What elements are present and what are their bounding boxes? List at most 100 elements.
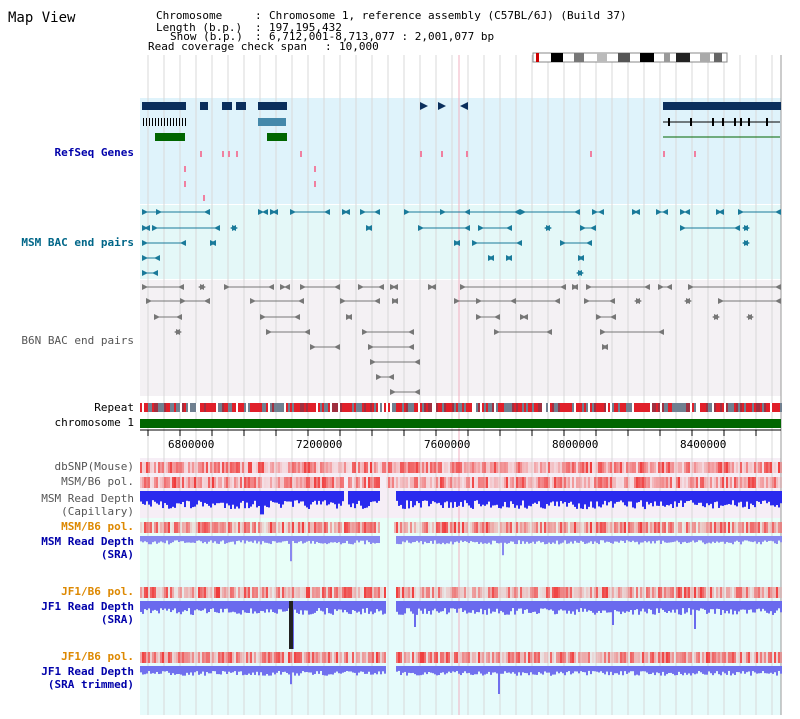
repeat-segment: [184, 403, 186, 412]
depth-bar: [278, 601, 280, 610]
depth-bar: [498, 666, 500, 694]
track-label-repeat[interactable]: Repeat: [94, 401, 134, 414]
depth-bar: [438, 491, 440, 503]
depth-bar: [154, 601, 156, 610]
track-label-jf1-depth-sra-1[interactable]: JF1 Read Depth: [41, 600, 134, 613]
depth-bar: [328, 491, 330, 505]
track-label-b6n-bac[interactable]: B6N BAC end pairs: [21, 334, 134, 347]
heat-cell: [768, 477, 770, 488]
depth-bar: [242, 536, 244, 541]
repeat-segment: [736, 403, 738, 412]
heat-cell: [416, 522, 418, 533]
heat-cell: [238, 652, 240, 663]
msm-bac-pair-end: [142, 240, 148, 246]
track-label-jf1-depth-trim-1[interactable]: JF1 Read Depth: [41, 665, 134, 678]
track-label-msm-b6-pol-2[interactable]: MSM/B6 pol.: [61, 520, 134, 533]
heat-cell: [772, 477, 774, 488]
heat-cell: [596, 477, 598, 488]
track-label-dbsnp[interactable]: dbSNP(Mouse): [54, 460, 134, 473]
depth-bar: [726, 601, 728, 611]
heat-cell: [256, 462, 258, 473]
depth-bar: [778, 601, 780, 609]
repeat-segment: [694, 403, 696, 412]
heat-cell: [346, 462, 348, 473]
track-label-jf1-b6-pol-2[interactable]: JF1/B6 pol.: [61, 650, 134, 663]
track-label-msm-bac[interactable]: MSM BAC end pairs: [21, 236, 134, 249]
heat-cell: [312, 477, 314, 488]
depth-bar: [320, 491, 322, 505]
repeat-segment: [400, 403, 402, 412]
heat-cell: [190, 462, 192, 473]
heat-cell: [404, 522, 406, 533]
heat-cell: [342, 462, 344, 473]
heat-cell: [758, 652, 760, 663]
heat-cell: [344, 462, 346, 473]
depth-bar: [202, 666, 204, 672]
repeat-segment: [236, 403, 238, 412]
depth-bar: [184, 666, 186, 676]
track-label-msm-b6-pol-1[interactable]: MSM/B6 pol.: [61, 475, 134, 488]
heat-cell: [442, 522, 444, 533]
heat-cell: [164, 462, 166, 473]
heat-cell: [204, 652, 206, 663]
depth-bar: [654, 491, 656, 502]
depth-bar: [356, 601, 358, 613]
depth-bar: [206, 536, 208, 544]
depth-bar: [772, 491, 774, 506]
depth-bar: [344, 536, 346, 544]
heat-cell: [594, 462, 596, 473]
depth-bar: [570, 666, 572, 675]
track-label-msm-depth-cap-1[interactable]: MSM Read Depth: [41, 492, 134, 505]
repeat-segment: [438, 403, 440, 412]
depth-bar: [574, 491, 576, 507]
repeat-segment: [426, 403, 428, 412]
heat-cell: [760, 652, 762, 663]
track-label-refseq[interactable]: RefSeq Genes: [54, 146, 134, 159]
depth-bar: [486, 491, 488, 505]
track-label-jf1-b6-pol-1[interactable]: JF1/B6 pol.: [61, 585, 134, 598]
repeat-segment: [610, 403, 612, 412]
depth-bar: [204, 601, 206, 609]
heat-cell: [470, 477, 472, 488]
heat-cell: [440, 462, 442, 473]
heat-cell: [610, 477, 612, 488]
depth-bar: [588, 666, 590, 671]
track-label-msm-depth-sra-1[interactable]: MSM Read Depth: [41, 535, 134, 548]
heat-cell: [326, 522, 328, 533]
heat-cell: [556, 477, 558, 488]
depth-bar: [288, 536, 290, 544]
depth-bar: [568, 491, 570, 503]
depth-bar: [188, 491, 190, 502]
depth-bar: [192, 536, 194, 543]
heat-cell: [216, 477, 218, 488]
heat-cell: [480, 462, 482, 473]
repeat-segment: [710, 403, 712, 412]
depth-bar: [162, 601, 164, 610]
depth-bar: [306, 666, 308, 672]
depth-bar: [600, 491, 602, 508]
depth-bar: [158, 601, 160, 614]
heat-cell: [436, 652, 438, 663]
depth-bar: [342, 536, 344, 544]
heat-cell: [226, 522, 228, 533]
depth-bar: [190, 601, 192, 615]
depth-bar: [382, 666, 384, 672]
heat-cell: [304, 462, 306, 473]
heat-cell: [622, 652, 624, 663]
heat-cell: [414, 522, 416, 533]
heat-cell: [726, 652, 728, 663]
heat-cell: [336, 587, 338, 598]
heat-cell: [738, 522, 740, 533]
heat-cell: [604, 522, 606, 533]
depth-bar: [158, 536, 160, 543]
repeat-segment: [290, 403, 292, 412]
depth-bar: [380, 601, 382, 611]
heat-cell: [654, 587, 656, 598]
heat-cell: [592, 477, 594, 488]
depth-bar: [182, 601, 184, 612]
heat-cell: [720, 522, 722, 533]
depth-bar: [238, 491, 240, 509]
heat-cell: [308, 652, 310, 663]
heat-cell: [572, 477, 574, 488]
